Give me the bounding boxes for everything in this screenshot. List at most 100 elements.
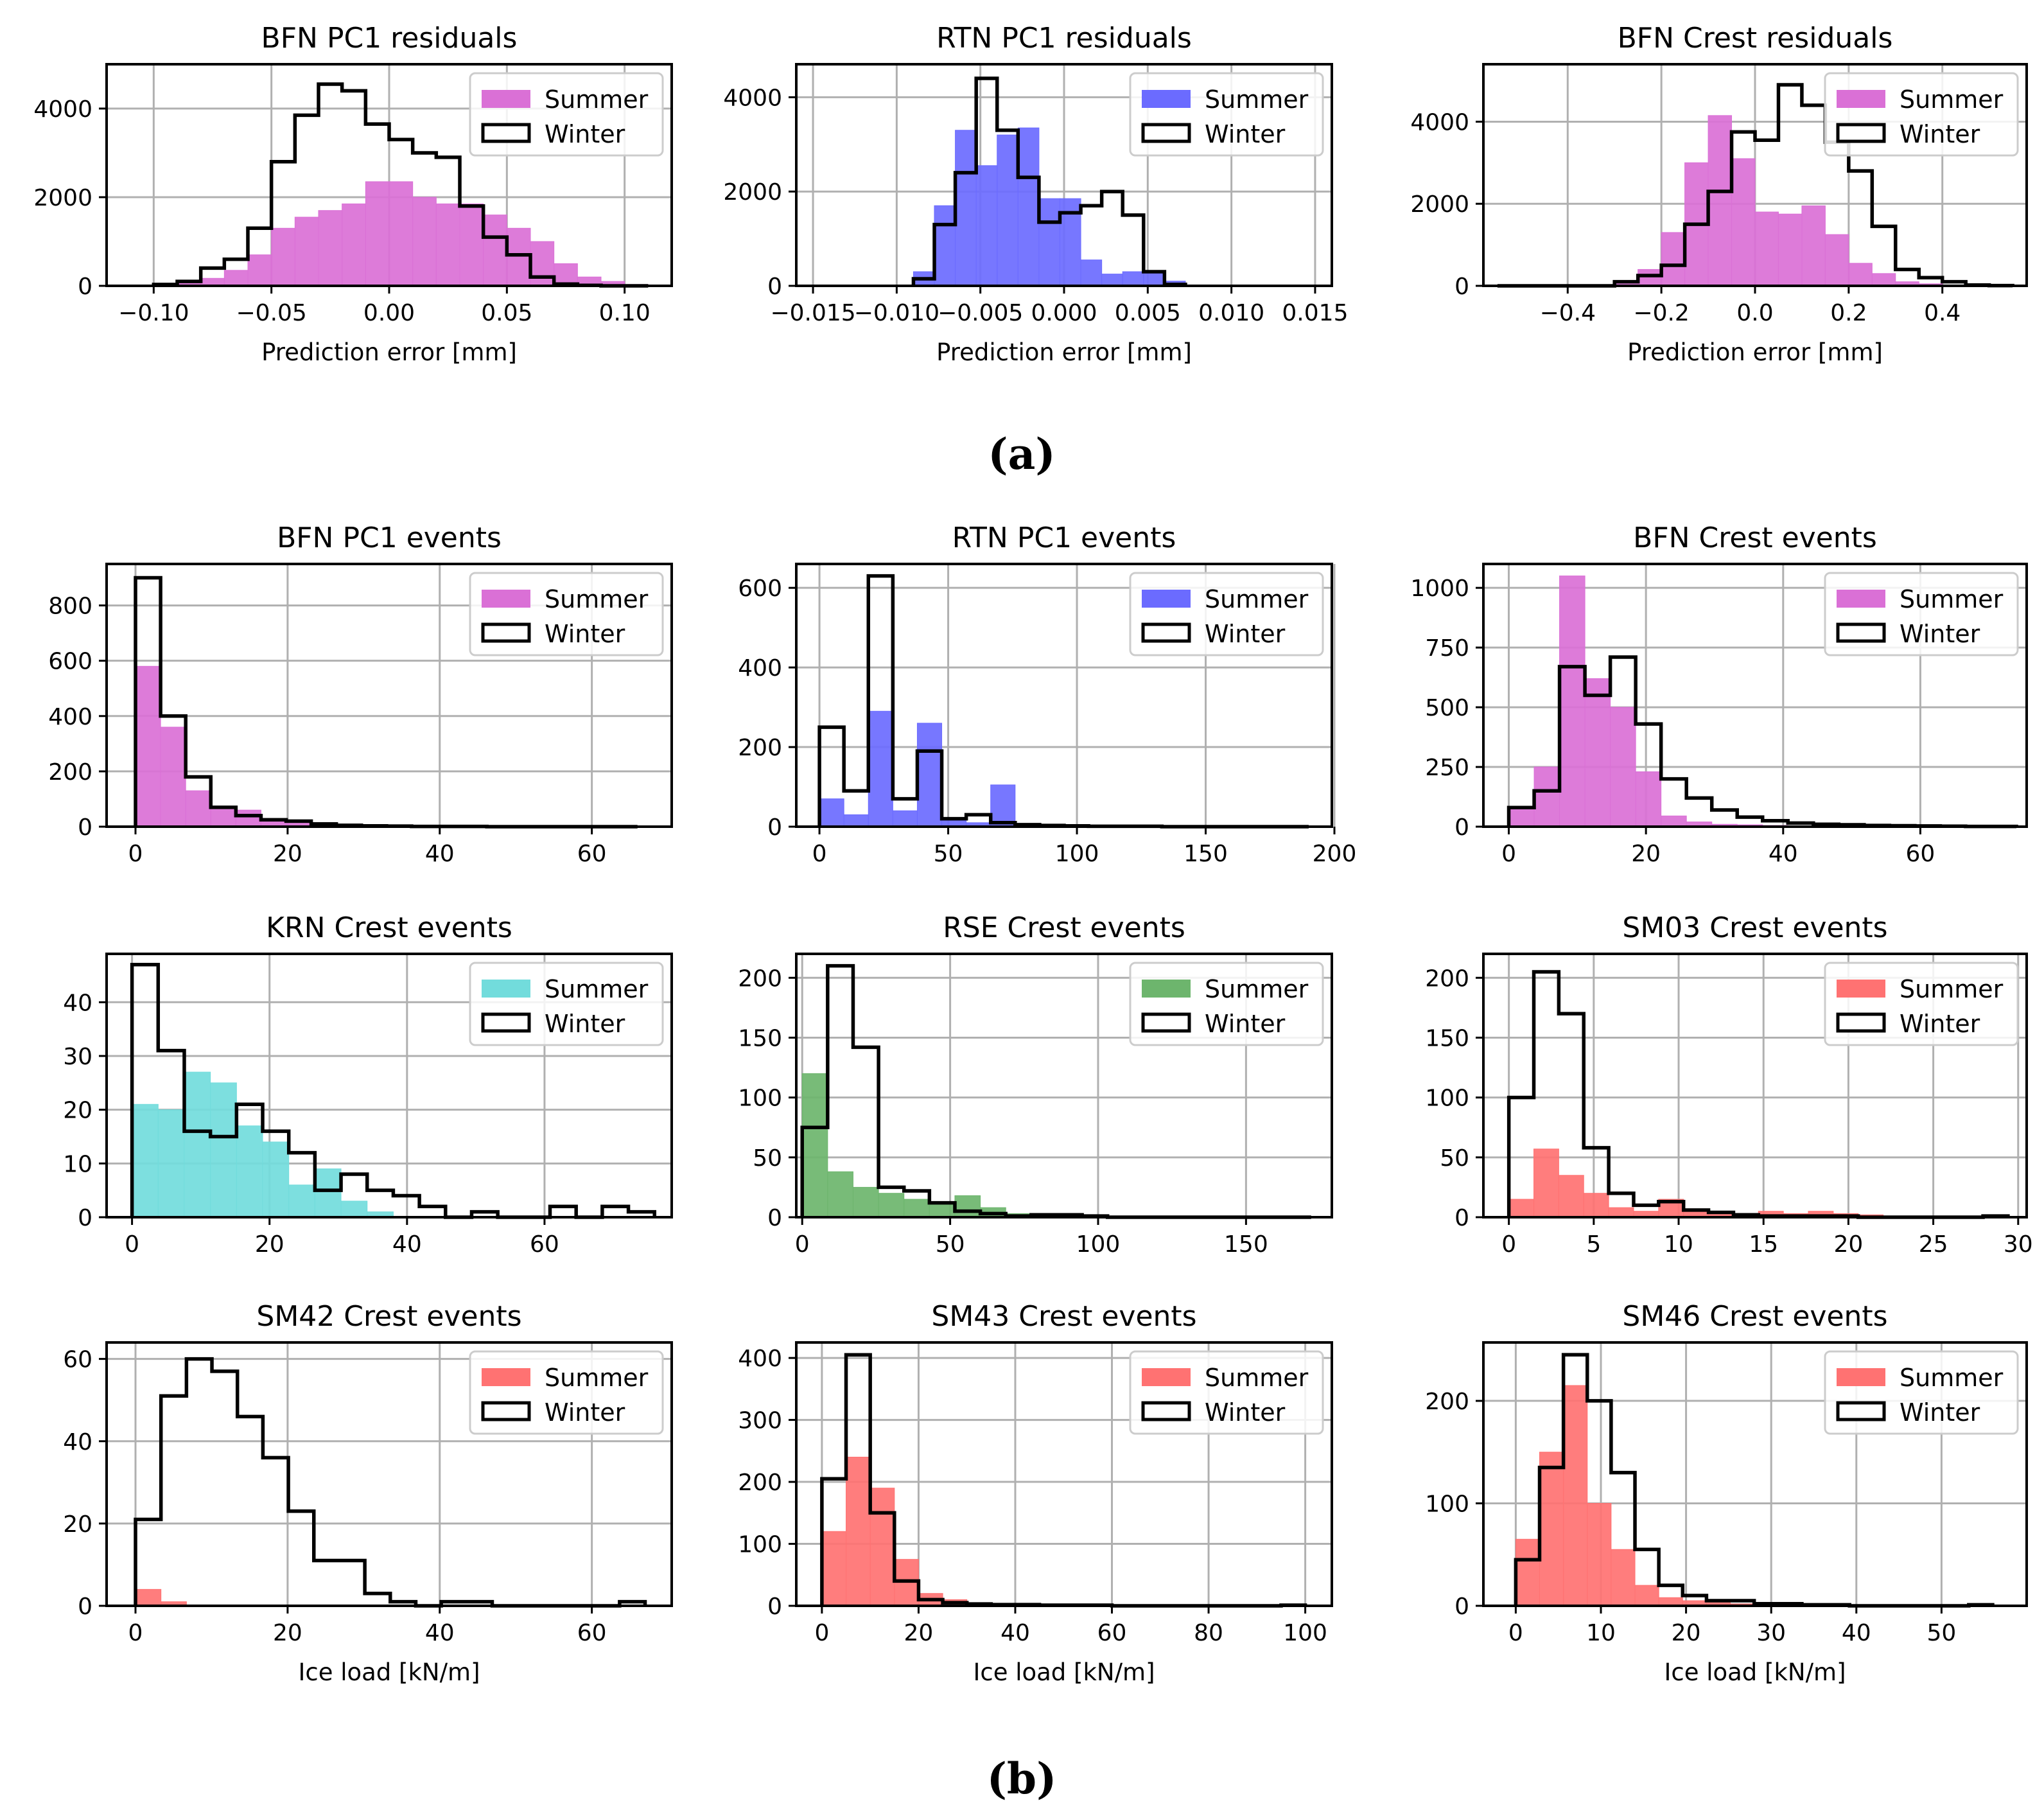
legend: Summer Winter <box>1824 1350 2019 1435</box>
x-tick-label: −0.015 <box>770 300 855 326</box>
legend-summer-swatch <box>1837 590 1885 608</box>
y-tick-label: 0 <box>767 814 782 841</box>
legend-summer-swatch <box>1837 1368 1885 1386</box>
x-tick-label: 100 <box>1055 841 1099 867</box>
x-tick-label: 0 <box>1501 841 1516 867</box>
legend-summer-label: Summer <box>1900 975 2004 1003</box>
summer-bar <box>185 790 211 827</box>
summer-bar <box>1515 1538 1541 1606</box>
legend-summer-swatch <box>1142 1368 1191 1386</box>
summer-bar <box>1848 263 1873 286</box>
legend-summer-label: Summer <box>545 975 649 1003</box>
x-tick-label: 20 <box>1631 841 1661 867</box>
x-axis-label: Prediction error [mm] <box>261 339 517 366</box>
x-tick-label: −0.005 <box>938 300 1023 326</box>
y-tick-label: 100 <box>738 1086 782 1112</box>
winter-step-line <box>911 76 1187 286</box>
x-tick-label: 150 <box>1184 841 1228 867</box>
y-tick-label: 300 <box>738 1408 782 1434</box>
y-tick-label: 0 <box>78 274 92 300</box>
y-tick-label: 200 <box>738 965 782 992</box>
summer-bar <box>1778 213 1803 286</box>
y-tick-label: 150 <box>738 1025 782 1051</box>
legend-winter-swatch <box>1836 622 1886 643</box>
legend: Summer Winter <box>469 1350 664 1435</box>
x-tick-label: 80 <box>1194 1620 1223 1646</box>
legend-winter-label: Winter <box>1900 120 1980 148</box>
x-tick-label: 20 <box>904 1620 934 1646</box>
summer-bar <box>1754 211 1779 286</box>
y-tick-label: 400 <box>48 704 92 730</box>
summer-bar <box>314 1168 342 1218</box>
y-tick-label: 2000 <box>1410 191 1469 218</box>
x-tick-label: 50 <box>936 1231 965 1258</box>
legend-winter-label: Winter <box>1900 620 1980 648</box>
y-tick-label: 4000 <box>33 96 92 123</box>
y-tick-label: 600 <box>48 649 92 675</box>
legend-winter-swatch <box>1836 1401 1886 1421</box>
summer-bar <box>235 809 261 827</box>
legend-winter-swatch <box>1141 1012 1191 1033</box>
legend-summer-label: Summer <box>545 1364 649 1392</box>
y-tick-label: 0 <box>767 1205 782 1231</box>
chart-p6: 0 20 40 60 0 10 20 30 40 KRN Crest events Summer Wi… <box>63 911 673 1258</box>
summer-bar <box>184 1071 211 1218</box>
axes-frame <box>105 953 673 1218</box>
summer-bar <box>954 1195 981 1218</box>
legend-winter-label: Winter <box>1205 1398 1286 1427</box>
summer-bar <box>132 1104 159 1218</box>
x-tick-label: 100 <box>1076 1231 1121 1258</box>
summer-bar <box>916 723 943 827</box>
y-tick-label: 10 <box>63 1151 92 1177</box>
winter-step-line <box>1497 83 2014 288</box>
legend-winter-swatch <box>1141 622 1191 643</box>
summer-bar <box>1583 1193 1609 1218</box>
y-tick-label: 20 <box>63 1511 92 1538</box>
chart-p0: −0.10 −0.05 0.00 0.05 0.10 0 2000 4000 BFN PC1 r… <box>33 22 673 366</box>
legend-summer-label: Summer <box>1205 85 1309 114</box>
legend-summer-swatch <box>1837 980 1885 998</box>
summer-bar <box>1610 707 1636 827</box>
x-tick-label: 60 <box>577 841 607 867</box>
x-axis-label: Ice load [kN/m] <box>298 1658 480 1686</box>
y-tick-label: 60 <box>63 1347 92 1373</box>
legend-summer-swatch <box>1142 90 1191 108</box>
summer-bar <box>1539 1452 1564 1606</box>
summer-bar <box>1143 271 1165 286</box>
legend-winter-swatch <box>1141 123 1191 143</box>
summer-bar <box>1708 115 1733 286</box>
x-tick-label: 20 <box>273 1620 302 1646</box>
x-tick-label: 60 <box>1097 1620 1127 1646</box>
legend: Summer Winter <box>1129 72 1324 157</box>
summer-bar <box>210 807 236 827</box>
summer-bar <box>868 710 893 827</box>
summer-bar <box>1533 1148 1559 1218</box>
summer-bar <box>262 1141 290 1218</box>
x-tick-label: −0.4 <box>1540 300 1596 326</box>
summer-bar <box>530 241 555 286</box>
x-tick-label: 0.0 <box>1736 300 1773 326</box>
y-tick-label: 400 <box>738 1346 782 1372</box>
x-tick-label: 0 <box>1508 1620 1523 1646</box>
legend: Summer Winter <box>1129 1350 1324 1435</box>
chart-p8: 0 5 10 15 20 25 30 0 50 100 150 200 SM03 Crest event… <box>1425 911 2032 1258</box>
chart-title: KRN Crest events <box>266 911 512 944</box>
legend-winter-label: Winter <box>1205 620 1286 648</box>
x-tick-label: 40 <box>392 1231 422 1258</box>
legend: Summer Winter <box>1129 962 1324 1046</box>
legend: Summer Winter <box>1824 72 2019 157</box>
x-tick-label: 20 <box>273 841 302 867</box>
y-tick-label: 750 <box>1425 635 1469 662</box>
legend-winter-swatch <box>1836 123 1886 143</box>
chart-title: BFN PC1 residuals <box>261 22 518 55</box>
chart-p7: 0 50 100 150 0 50 100 150 200 RSE Crest events Sum… <box>738 911 1333 1258</box>
x-tick-label: 40 <box>425 1620 455 1646</box>
legend-summer-swatch <box>482 590 530 608</box>
chart-title: RTN PC1 residuals <box>936 22 1192 55</box>
summer-bar <box>1871 273 1896 286</box>
y-tick-label: 150 <box>1425 1025 1469 1051</box>
legend: Summer Winter <box>1129 572 1324 656</box>
winter-step-line <box>152 82 649 288</box>
y-tick-label: 200 <box>1425 965 1469 992</box>
x-tick-label: 0 <box>814 1620 829 1646</box>
